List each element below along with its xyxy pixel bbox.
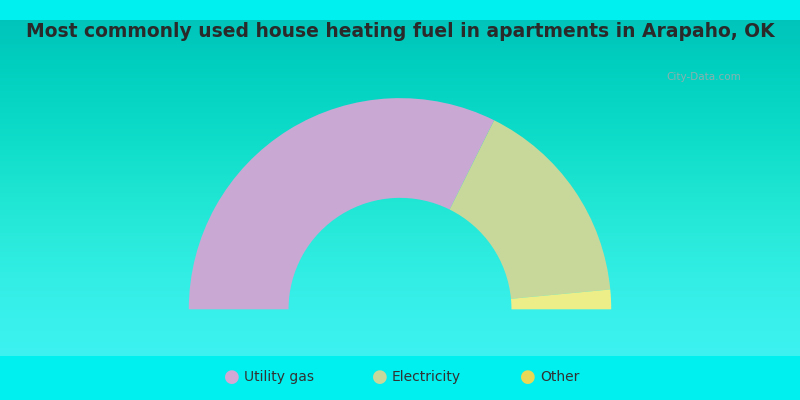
Text: ●: ● bbox=[372, 368, 388, 386]
Text: Utility gas: Utility gas bbox=[244, 370, 314, 384]
Text: City-Data.com: City-Data.com bbox=[666, 72, 742, 82]
Text: Electricity: Electricity bbox=[392, 370, 461, 384]
Text: ●: ● bbox=[520, 368, 536, 386]
Text: Other: Other bbox=[540, 370, 579, 384]
Text: Most commonly used house heating fuel in apartments in Arapaho, OK: Most commonly used house heating fuel in… bbox=[26, 22, 774, 41]
Wedge shape bbox=[189, 98, 494, 309]
Text: ●: ● bbox=[224, 368, 240, 386]
Wedge shape bbox=[450, 120, 610, 299]
Wedge shape bbox=[511, 290, 611, 309]
